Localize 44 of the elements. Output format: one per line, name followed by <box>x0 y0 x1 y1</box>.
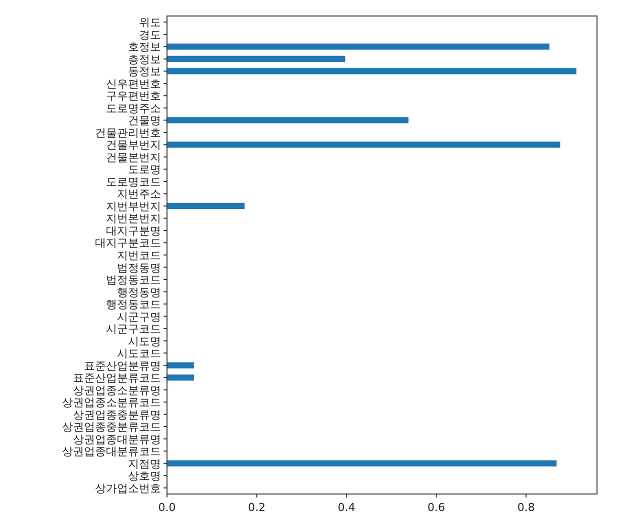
y-tick-label: 법정동코드 <box>106 274 161 287</box>
y-tick-label: 상권업종중분류코드 <box>62 420 161 434</box>
x-tick-label: 0.4 <box>338 501 356 514</box>
y-tick-label: 표준산업분류코드 <box>73 372 161 385</box>
y-tick-label: 상권업종대분류코드 <box>62 445 161 458</box>
y-tick-label: 상호명 <box>128 470 161 483</box>
y-tick-label: 건물부번지 <box>106 138 161 152</box>
y-tick-label: 대지구분코드 <box>95 236 161 250</box>
y-tick-label: 행정동코드 <box>106 298 161 312</box>
y-tick-label: 상가업소번호 <box>95 482 161 495</box>
y-tick-label: 법정동명 <box>117 261 161 274</box>
y-tick-label: 건물관리번호 <box>95 126 161 140</box>
y-tick-label: 상권업종소분류명 <box>73 384 161 397</box>
x-tick-label: 0.0 <box>158 501 176 514</box>
y-tick-label: 건물본번지 <box>106 150 161 164</box>
x-tick-label: 0.8 <box>517 501 535 514</box>
y-tick-label: 경도 <box>139 28 161 42</box>
y-tick-label: 위도 <box>139 16 161 30</box>
y-tick-label: 지번주소 <box>117 188 161 201</box>
y-tick-label: 신우편번호 <box>106 77 161 90</box>
y-tick-label: 층정보 <box>128 52 161 66</box>
y-tick-label: 동정보 <box>128 65 161 78</box>
y-tick-label: 대지구분명 <box>106 224 161 238</box>
y-tick-label: 지번부번지 <box>106 200 161 213</box>
y-tick-label: 표준산업분류명 <box>84 359 161 372</box>
y-tick-label: 시도명 <box>128 334 161 348</box>
y-tick-label: 호정보 <box>128 40 161 54</box>
x-tick-label: 0.6 <box>428 501 446 514</box>
y-tick-label: 지점명 <box>128 457 161 470</box>
y-tick-label: 도로명주소 <box>106 102 161 115</box>
y-tick-label: 상권업종중분류명 <box>73 408 161 422</box>
y-tick-label: 상권업종소분류코드 <box>62 396 161 410</box>
y-tick-label: 시도코드 <box>117 347 161 360</box>
y-tick-label: 건물명 <box>128 114 161 128</box>
y-tick-label: 지번본번지 <box>106 212 161 226</box>
x-tick-label: 0.2 <box>248 501 266 514</box>
y-tick-label: 상권업종대분류명 <box>73 432 161 446</box>
y-tick-label: 시군구코드 <box>106 322 161 336</box>
y-tick-label: 구우편번호 <box>106 90 161 103</box>
y-tick-label: 도로명코드 <box>106 175 161 188</box>
y-tick-label: 시군구명 <box>117 310 161 324</box>
y-tick-label: 도로명 <box>128 163 161 176</box>
y-tick-label: 행정동명 <box>117 286 161 299</box>
y-tick-label: 지번코드 <box>117 249 161 262</box>
